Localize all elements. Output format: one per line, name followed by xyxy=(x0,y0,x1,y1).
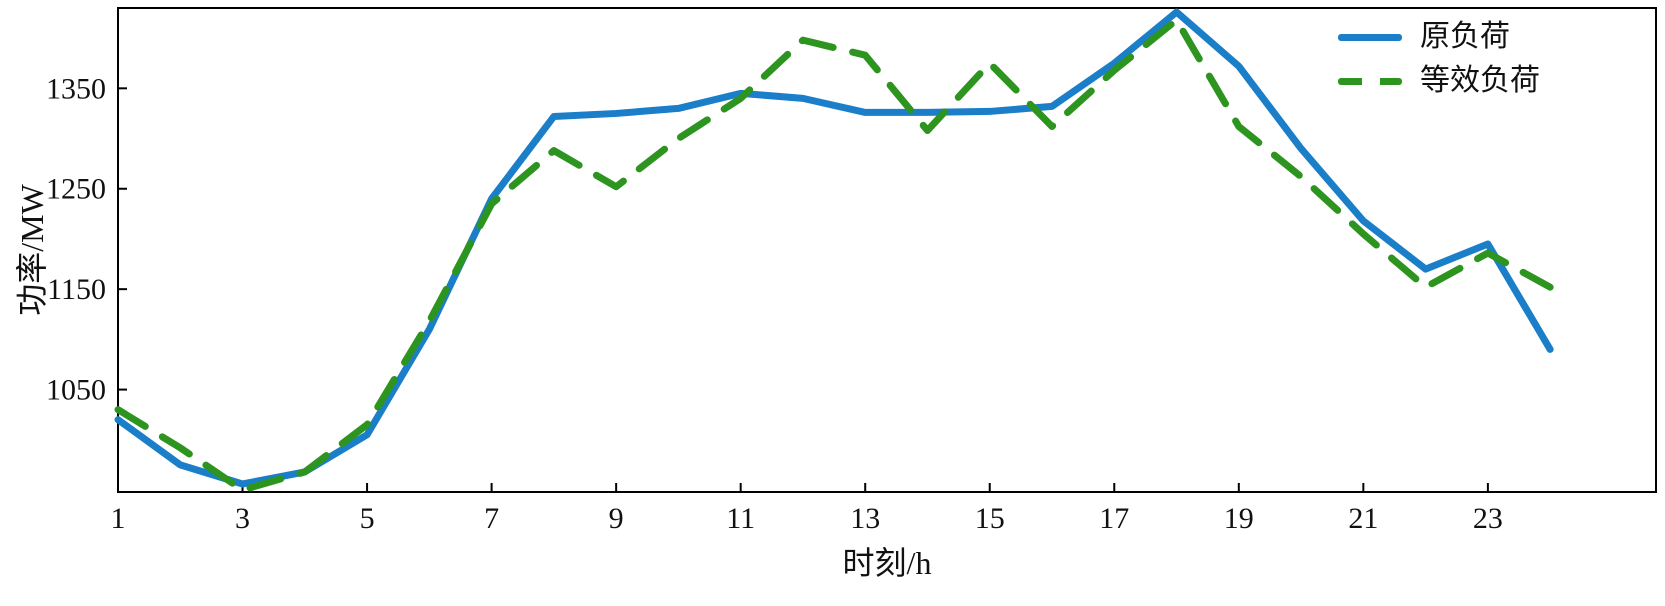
series-line-1 xyxy=(114,16,1554,494)
x-tick-label: 13 xyxy=(850,502,880,535)
x-axis-title: 时刻/h xyxy=(842,545,932,581)
x-tick-label: 11 xyxy=(726,502,755,535)
x-tick-label: 1 xyxy=(111,502,126,535)
equivalent-load-line-swatch xyxy=(1338,77,1402,85)
x-tick-label: 7 xyxy=(484,502,499,535)
series-line-0 xyxy=(114,8,1554,488)
legend-item-original-load: 原负荷 xyxy=(1338,22,1540,52)
x-tick-label: 19 xyxy=(1224,502,1254,535)
x-tick-label: 21 xyxy=(1348,502,1378,535)
x-tick-label: 3 xyxy=(235,502,250,535)
legend-label-original-load: 原负荷 xyxy=(1420,20,1510,53)
y-tick-label: 1150 xyxy=(47,273,106,306)
legend: 原负荷 等效负荷 xyxy=(1338,22,1540,96)
y-tick-label: 1250 xyxy=(46,173,106,206)
x-tick-label: 9 xyxy=(609,502,624,535)
x-tick-label: 17 xyxy=(1099,502,1129,535)
y-axis-title: 功率/MW xyxy=(14,184,50,316)
x-tick-label: 15 xyxy=(975,502,1005,535)
y-tick-label: 1350 xyxy=(46,72,106,105)
plot-frame xyxy=(117,7,1657,493)
y-tick-label: 1050 xyxy=(46,374,106,407)
legend-item-equivalent-load: 等效负荷 xyxy=(1338,66,1540,96)
legend-label-equivalent-load: 等效负荷 xyxy=(1420,64,1540,97)
x-tick-label: 23 xyxy=(1473,502,1503,535)
x-tick-label: 5 xyxy=(360,502,375,535)
original-load-line-swatch xyxy=(1338,33,1402,41)
